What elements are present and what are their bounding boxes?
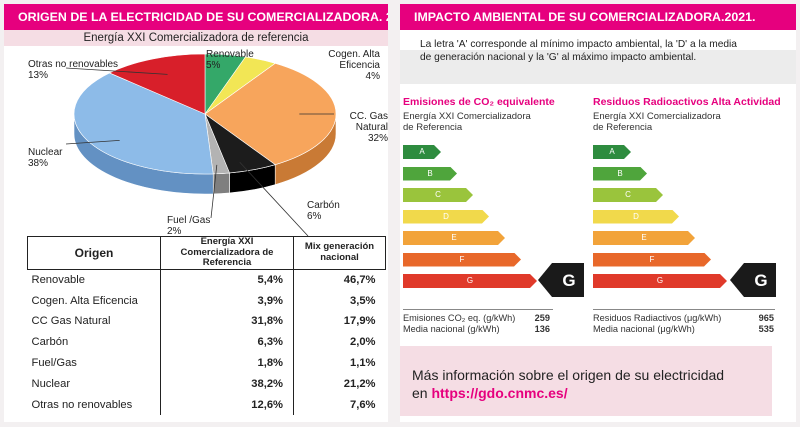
co2-rating-bar-c: C	[403, 188, 473, 202]
table-cell-origen: CC Gas Natural	[28, 311, 161, 332]
co2-rating-bar-b: B	[403, 167, 457, 181]
origin-panel-title: ORIGEN DE LA ELECTRICIDAD DE SU COMERCIA…	[4, 4, 388, 30]
co2-metric-label: Emisiones CO₂ eq. (g/kWh)	[403, 313, 515, 324]
more-info-text: Más información sobre el origen de su el…	[412, 366, 724, 402]
rad-rating-bar-f: F	[593, 253, 711, 267]
co2-rating-indicator: G	[538, 263, 584, 297]
rad-rating-indicator: G	[730, 263, 776, 297]
table-cell-origen: Nuclear	[28, 373, 161, 394]
table-cell-comercializadora: 6,3%	[161, 332, 294, 353]
table-row: Fuel/Gas 1,8% 1,1%	[28, 353, 386, 374]
table-header-origen: Origen	[28, 237, 161, 270]
rad-rating-bar-a: A	[593, 145, 631, 159]
more-info-box: Más información sobre el origen de su el…	[400, 346, 772, 416]
table-cell-comercializadora: 1,8%	[161, 353, 294, 374]
rad-divider	[593, 309, 775, 310]
rad-average-value: 535	[744, 324, 774, 335]
rad-rating-bar-c: C	[593, 188, 663, 202]
table-cell-mix-nacional: 3,5%	[294, 290, 386, 311]
table-cell-origen: Carbón	[28, 332, 161, 353]
rad-rating-bar-g: G	[593, 274, 727, 288]
svg-text:G: G	[562, 271, 575, 290]
pie-label-fuel-gas: Fuel /Gas 2%	[167, 215, 210, 237]
intro-text: La letra 'A' corresponde al mínimo impac…	[420, 38, 750, 64]
pie-label-otras: Otras no renovables 13%	[28, 59, 118, 81]
table-cell-comercializadora: 38,2%	[161, 373, 294, 394]
table-cell-mix-nacional: 46,7%	[294, 269, 386, 290]
origin-table: Origen Energía XXI Comercializadora de R…	[27, 236, 386, 415]
rad-rating-bar-e: E	[593, 231, 695, 245]
pie-label-renovable: Renovable 5%	[206, 49, 254, 71]
table-cell-comercializadora: 12,6%	[161, 394, 294, 415]
table-row: Carbón 6,3% 2,0%	[28, 332, 386, 353]
rad-rating-bar-b: B	[593, 167, 647, 181]
table-header-row: Origen Energía XXI Comercializadora de R…	[28, 237, 386, 270]
table-cell-comercializadora: 5,4%	[161, 269, 294, 290]
pie-label-cogen: Cogen. Alta Eficencia 4%	[304, 49, 380, 82]
pie-label-cc-gas: CC. Gas Natural 32%	[324, 111, 388, 144]
rad-metric-value: 965	[744, 313, 774, 324]
rad-average-label: Media nacional (μg/kWh)	[593, 324, 695, 335]
co2-rating-bar-g: G	[403, 274, 537, 288]
table-cell-origen: Cogen. Alta Eficencia	[28, 290, 161, 311]
rad-metric-label: Residuos Radiactivos (μg/kWh)	[593, 313, 721, 324]
impact-panel: IMPACTO AMBIENTAL DE SU COMERCIALIZADORA…	[400, 4, 796, 422]
origin-panel: ORIGEN DE LA ELECTRICIDAD DE SU COMERCIA…	[4, 4, 388, 422]
pie-label-nuclear: Nuclear 38%	[28, 147, 62, 169]
co2-title: Emisiones de CO₂ equivalente	[403, 96, 555, 108]
co2-subtitle: Energía XXI Comercializadora de Referenci…	[403, 111, 531, 133]
table-cell-origen: Otras no renovables	[28, 394, 161, 415]
co2-metric-value: 259	[520, 313, 550, 324]
impact-panel-title: IMPACTO AMBIENTAL DE SU COMERCIALIZADORA…	[400, 4, 796, 30]
table-cell-mix-nacional: 17,9%	[294, 311, 386, 332]
table-row: Cogen. Alta Eficencia 3,9% 3,5%	[28, 290, 386, 311]
co2-divider	[403, 309, 553, 310]
table-cell-mix-nacional: 21,2%	[294, 373, 386, 394]
co2-average-value: 136	[520, 324, 550, 335]
co2-rating-bar-a: A	[403, 145, 441, 159]
cnmc-link[interactable]: https://gdo.cnmc.es/	[431, 385, 567, 401]
table-header-mix-nacional: Mix generación nacional	[294, 237, 386, 270]
table-row: CC Gas Natural 31,8% 17,9%	[28, 311, 386, 332]
rad-subtitle: Energía XXI Comercializadora de Referenci…	[593, 111, 721, 133]
pie-label-carbon: Carbón 6%	[307, 200, 340, 222]
table-cell-mix-nacional: 2,0%	[294, 332, 386, 353]
table-cell-comercializadora: 3,9%	[161, 290, 294, 311]
table-cell-mix-nacional: 7,6%	[294, 394, 386, 415]
svg-text:G: G	[754, 271, 767, 290]
pie-chart-subtitle: Energía XXI Comercializadora de referenc…	[4, 30, 388, 46]
co2-average-label: Media nacional (g/kWh)	[403, 324, 500, 335]
rad-title: Residuos Radioactivos Alta Actividad	[593, 96, 781, 108]
table-header-comercializadora: Energía XXI Comercializadora de Referenc…	[161, 237, 294, 270]
table-cell-comercializadora: 31,8%	[161, 311, 294, 332]
table-cell-mix-nacional: 1,1%	[294, 353, 386, 374]
co2-rating-bar-e: E	[403, 231, 505, 245]
table-row: Nuclear 38,2% 21,2%	[28, 373, 386, 394]
co2-rating-bar-f: F	[403, 253, 521, 267]
co2-rating-bar-d: D	[403, 210, 489, 224]
table-cell-origen: Renovable	[28, 269, 161, 290]
rad-rating-bar-d: D	[593, 210, 679, 224]
table-row: Renovable 5,4% 46,7%	[28, 269, 386, 290]
table-row: Otras no renovables 12,6% 7,6%	[28, 394, 386, 415]
table-cell-origen: Fuel/Gas	[28, 353, 161, 374]
